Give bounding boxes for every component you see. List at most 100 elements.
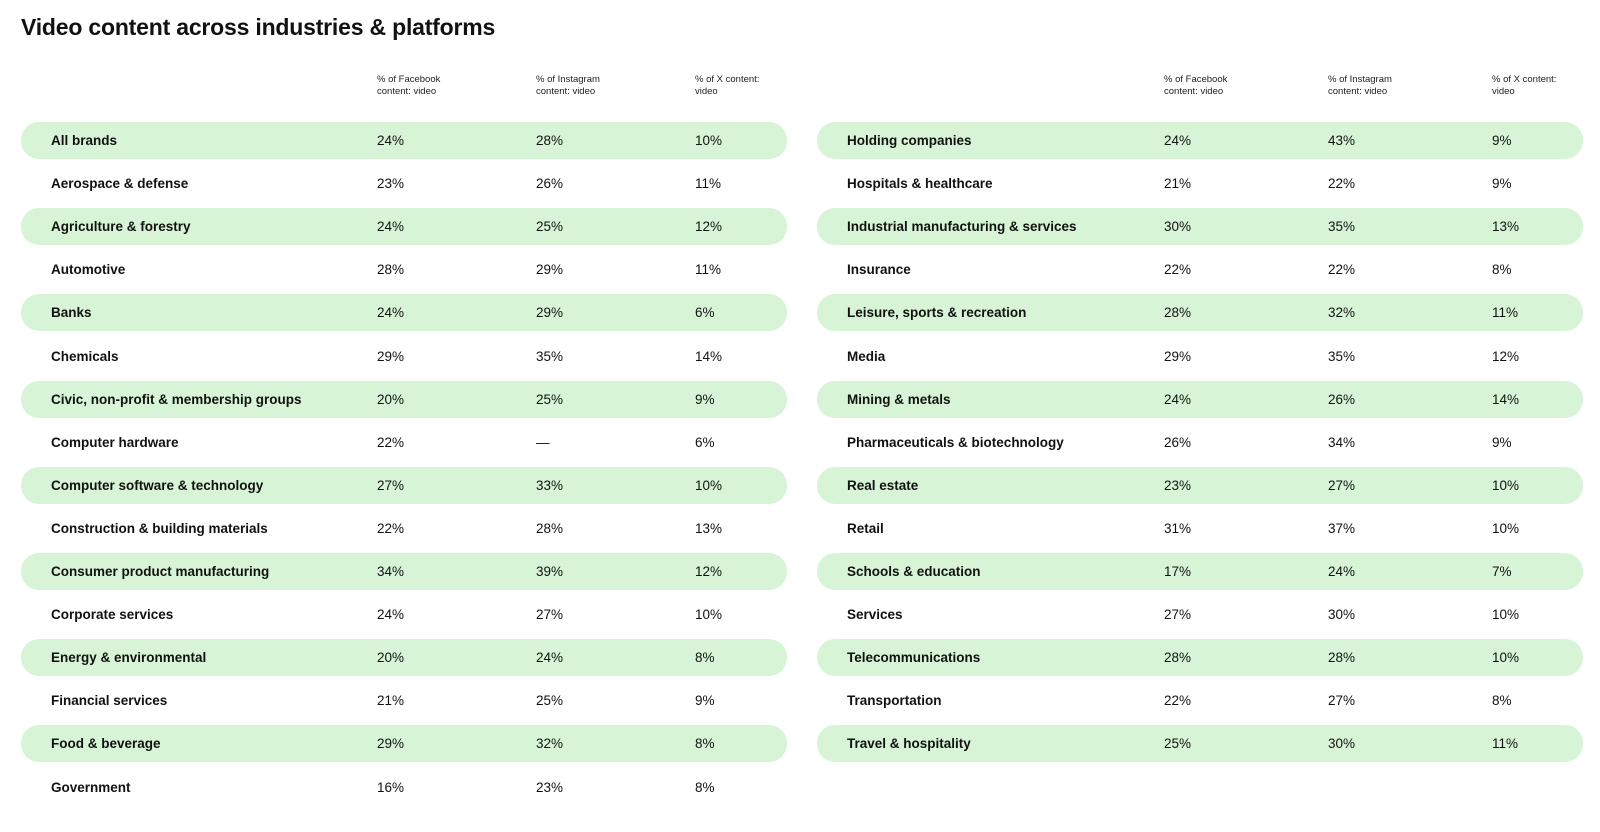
- table-header-left: % of Facebook content: video % of Instag…: [21, 72, 787, 124]
- row-label: Automotive: [51, 262, 126, 278]
- table-row: Food & beverage 29% 32% 8%: [21, 725, 787, 763]
- cell-facebook-video-share: 21%: [1164, 176, 1192, 192]
- cell-instagram-video-share: 28%: [536, 520, 564, 536]
- row-label: Holding companies: [847, 133, 972, 148]
- cell-x-video-share: 9%: [695, 391, 715, 407]
- cell-x-video-share: 9%: [1492, 434, 1512, 450]
- cell-instagram-video-share: 37%: [1328, 520, 1356, 536]
- cell-facebook-video-share: 29%: [1164, 348, 1192, 364]
- cell-facebook-video-share: 24%: [377, 607, 405, 623]
- row-label: Industrial manufacturing & services: [847, 219, 1077, 235]
- cell-instagram-video-share: 32%: [1328, 305, 1356, 321]
- table-row: Hospitals & healthcare 21% 22% 9%: [817, 165, 1583, 202]
- cell-x-video-share: 10%: [1492, 607, 1520, 623]
- cell-instagram-video-share: 27%: [536, 607, 564, 623]
- cell-facebook-video-share: 21%: [377, 693, 405, 709]
- cell-facebook-video-share: 17%: [1164, 564, 1192, 579]
- cell-x-video-share: 11%: [695, 262, 722, 278]
- cell-x-video-share: 12%: [1492, 348, 1520, 364]
- cell-x-video-share: 12%: [695, 219, 723, 235]
- cell-x-video-share: 10%: [1492, 650, 1520, 666]
- cell-instagram-video-share: 22%: [1328, 176, 1356, 192]
- table-row: Transportation 22% 27% 8%: [817, 682, 1583, 719]
- cell-facebook-video-share: 28%: [377, 262, 405, 278]
- cell-facebook-video-share: 28%: [1164, 650, 1192, 666]
- table-row: Government 16% 23% 8%: [21, 769, 787, 806]
- row-label: Aerospace & defense: [51, 176, 189, 192]
- table-row: Real estate 23% 27% 10%: [817, 466, 1583, 504]
- table-row: Mining & metals 24% 26% 14%: [817, 380, 1583, 418]
- cell-x-video-share: 8%: [695, 779, 715, 795]
- cell-x-video-share: 7%: [1492, 564, 1512, 579]
- cell-facebook-video-share: 31%: [1164, 520, 1192, 536]
- row-label: Banks: [51, 305, 92, 321]
- row-label: Corporate services: [51, 607, 174, 623]
- table-row: Travel & hospitality 25% 30% 11%: [817, 725, 1583, 763]
- cell-facebook-video-share: 24%: [377, 133, 405, 148]
- cell-instagram-video-share: 24%: [536, 650, 564, 666]
- table-row: Corporate services 24% 27% 10%: [21, 596, 787, 633]
- cell-instagram-video-share: 27%: [1328, 693, 1356, 709]
- cell-facebook-video-share: 24%: [377, 219, 405, 235]
- cell-instagram-video-share: 32%: [536, 736, 564, 752]
- cell-x-video-share: 11%: [695, 176, 722, 192]
- table-row: All brands 24% 28% 10%: [21, 122, 787, 159]
- cell-facebook-video-share: 22%: [1164, 262, 1192, 278]
- cell-facebook-video-share: 24%: [1164, 133, 1192, 148]
- cell-facebook-video-share: 22%: [377, 434, 405, 450]
- row-label: Transportation: [847, 693, 942, 709]
- table-row: Computer software & technology 27% 33% 10%: [21, 466, 787, 504]
- cell-facebook-video-share: 26%: [1164, 434, 1192, 450]
- cell-x-video-share: 8%: [1492, 693, 1512, 709]
- cell-x-video-share: 9%: [695, 693, 715, 709]
- cell-facebook-video-share: 23%: [1164, 477, 1192, 493]
- table-row: Industrial manufacturing & services 30% 35…: [817, 208, 1583, 246]
- cell-facebook-video-share: 28%: [1164, 305, 1192, 321]
- cell-instagram-video-share: 22%: [1328, 262, 1356, 278]
- row-label: Energy & environmental: [51, 650, 207, 666]
- cell-facebook-video-share: 20%: [377, 391, 405, 407]
- cell-x-video-share: 8%: [695, 650, 715, 666]
- table-row: Pharmaceuticals & biotechnology 26% 34% 9%: [817, 424, 1583, 461]
- row-label: Telecommunications: [847, 650, 981, 666]
- row-label: Computer hardware: [51, 434, 179, 450]
- cell-facebook-video-share: 29%: [377, 348, 405, 364]
- cell-x-video-share: 10%: [1492, 520, 1520, 536]
- row-label: Agriculture & forestry: [51, 219, 191, 235]
- column-header-instagram: % of Instagram content: video: [536, 74, 600, 97]
- table-row: Banks 24% 29% 6%: [21, 294, 787, 332]
- table-row: Schools & education 17% 24% 7%: [817, 553, 1583, 590]
- table-row: Construction & building materials 22% 28% 1…: [21, 510, 787, 547]
- cell-facebook-video-share: 23%: [377, 176, 405, 192]
- cell-instagram-video-share: 43%: [1328, 133, 1356, 148]
- cell-x-video-share: 6%: [695, 305, 715, 321]
- row-label: Government: [51, 779, 131, 795]
- cell-x-video-share: 10%: [695, 607, 723, 623]
- cell-facebook-video-share: 34%: [377, 564, 405, 579]
- table-row: Insurance 22% 22% 8%: [817, 251, 1583, 288]
- cell-facebook-video-share: 16%: [377, 779, 405, 795]
- cell-instagram-video-share: 39%: [536, 564, 564, 579]
- cell-facebook-video-share: 25%: [1164, 736, 1192, 752]
- row-label: Financial services: [51, 693, 168, 709]
- cell-x-video-share: 9%: [1492, 133, 1512, 148]
- table-row: Energy & environmental 20% 24% 8%: [21, 639, 787, 677]
- table-row: Consumer product manufacturing 34% 39% 12%: [21, 553, 787, 590]
- cell-facebook-video-share: 27%: [1164, 607, 1192, 623]
- table-row: Leisure, sports & recreation 28% 32% 11%: [817, 294, 1583, 332]
- cell-instagram-video-share: 25%: [536, 693, 564, 709]
- table-row: Retail 31% 37% 10%: [817, 510, 1583, 547]
- row-label: Chemicals: [51, 348, 119, 364]
- cell-instagram-video-share: 35%: [536, 348, 564, 364]
- cell-instagram-video-share: 28%: [536, 133, 564, 148]
- cell-instagram-video-share: 28%: [1328, 650, 1356, 666]
- cell-x-video-share: 10%: [695, 133, 723, 148]
- cell-instagram-video-share: —: [536, 434, 550, 450]
- row-label: Consumer product manufacturing: [51, 564, 270, 579]
- row-label: Computer software & technology: [51, 477, 264, 493]
- cell-facebook-video-share: 24%: [1164, 391, 1192, 407]
- cell-facebook-video-share: 24%: [377, 305, 405, 321]
- row-label: Mining & metals: [847, 391, 951, 407]
- row-label: All brands: [51, 133, 118, 148]
- cell-instagram-video-share: 30%: [1328, 607, 1356, 623]
